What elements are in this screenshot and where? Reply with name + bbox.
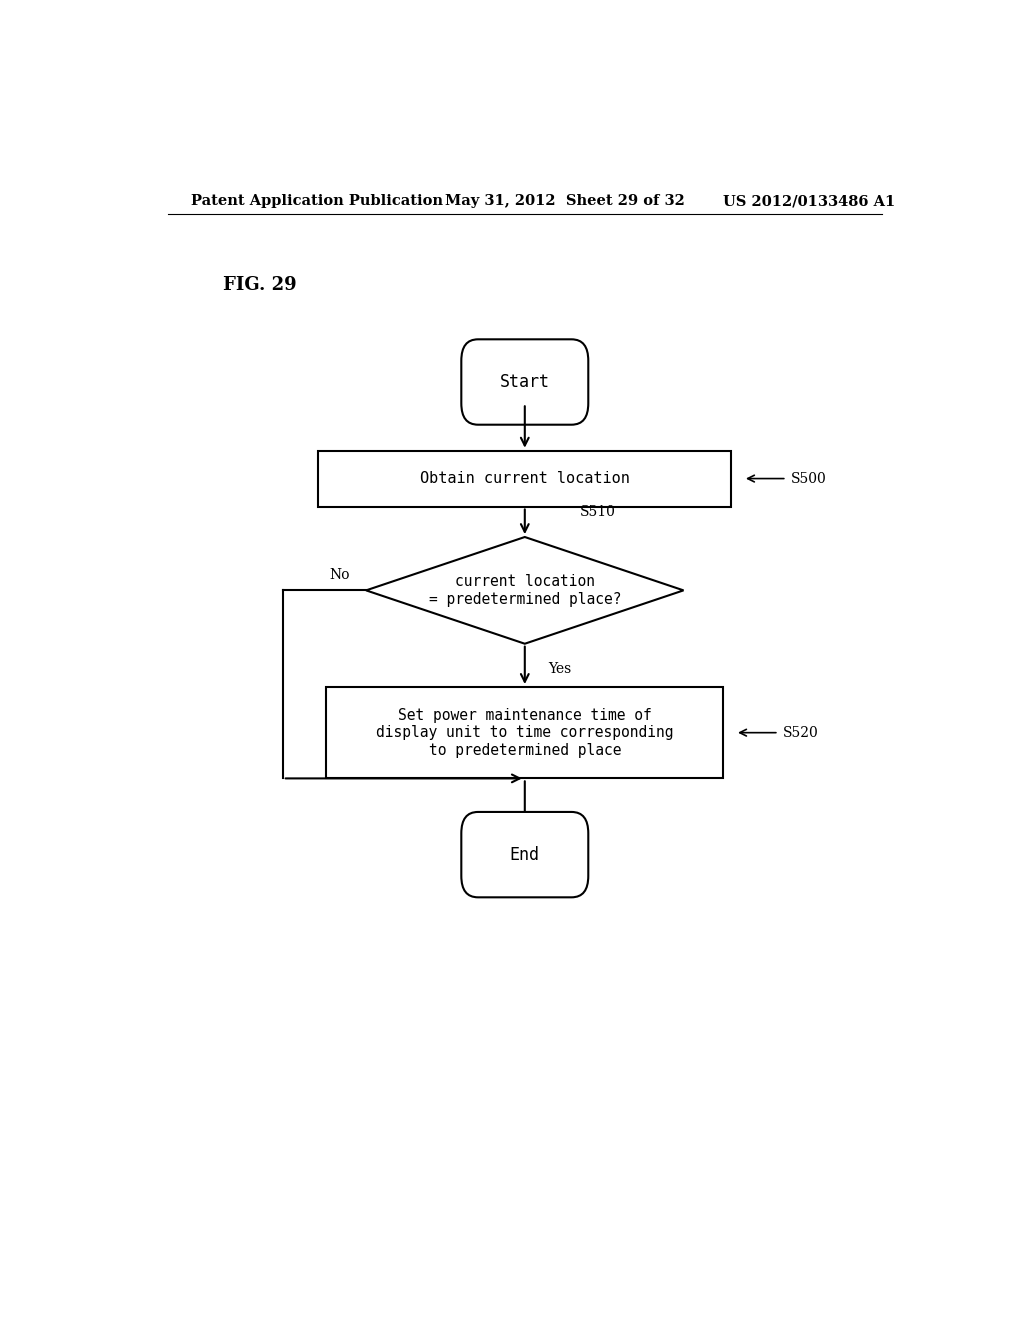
Text: Patent Application Publication: Patent Application Publication <box>191 194 443 209</box>
FancyBboxPatch shape <box>461 812 588 898</box>
Text: Obtain current location: Obtain current location <box>420 471 630 486</box>
Text: S500: S500 <box>791 471 826 486</box>
FancyBboxPatch shape <box>461 339 588 425</box>
Text: S510: S510 <box>581 504 616 519</box>
Bar <box>318 450 731 507</box>
Text: US 2012/0133486 A1: US 2012/0133486 A1 <box>723 194 895 209</box>
Text: Start: Start <box>500 374 550 391</box>
Text: No: No <box>330 568 350 582</box>
Polygon shape <box>367 537 684 644</box>
Text: May 31, 2012  Sheet 29 of 32: May 31, 2012 Sheet 29 of 32 <box>445 194 685 209</box>
Bar <box>327 686 723 779</box>
Text: current location
= predetermined place?: current location = predetermined place? <box>429 574 621 607</box>
Text: End: End <box>510 846 540 863</box>
Text: FIG. 29: FIG. 29 <box>223 276 297 294</box>
Text: S520: S520 <box>782 726 818 739</box>
Text: Set power maintenance time of
display unit to time corresponding
to predetermine: Set power maintenance time of display un… <box>376 708 674 758</box>
Text: Yes: Yes <box>549 663 571 676</box>
